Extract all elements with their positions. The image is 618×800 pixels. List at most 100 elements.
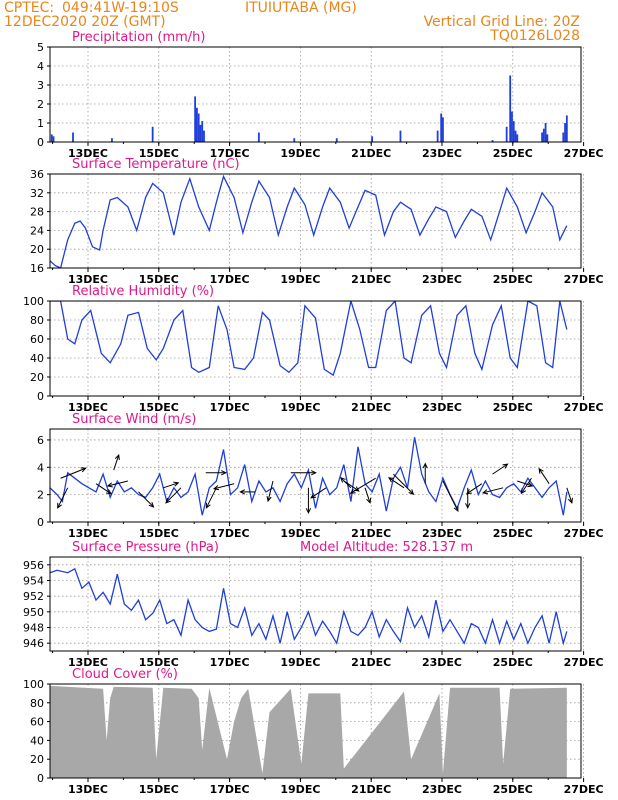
precip-bar-21 xyxy=(509,75,512,142)
wind-arrow-25 xyxy=(465,483,483,495)
header-grid-note: Vertical Grid Line: 20Z xyxy=(424,14,580,30)
xtick-pres-2: 17DEC xyxy=(210,656,250,669)
xtick-precip-0: 13DEC xyxy=(68,147,108,160)
ytick-cloud-20: 20 xyxy=(30,753,44,766)
xtick-rh-1: 15DEC xyxy=(139,401,179,414)
xtick-precip-6: 25DEC xyxy=(493,147,533,160)
precip-bar-19 xyxy=(491,140,494,142)
ytick-rh-0: 0 xyxy=(37,390,44,403)
precip-bar-6 xyxy=(196,107,198,142)
wind-arrow-18 xyxy=(364,487,372,504)
wind-arrow-11 xyxy=(239,489,256,495)
title-wind: Surface Wind (m/s) xyxy=(72,412,196,427)
wind-arrow-28 xyxy=(517,480,534,488)
xtick-temp-2: 17DEC xyxy=(210,273,250,286)
xtick-precip-2: 17DEC xyxy=(210,147,250,160)
precip-bar-22 xyxy=(511,111,513,142)
xtick-precip-5: 23DEC xyxy=(422,147,462,160)
title-precip: Precipitation (mm/h) xyxy=(72,30,205,45)
pres-line xyxy=(50,567,568,646)
xtick-temp-6: 25DEC xyxy=(493,273,533,286)
ytick-rh-40: 40 xyxy=(30,352,44,365)
xtick-temp-4: 21DEC xyxy=(351,273,391,286)
xtick-pres-4: 21DEC xyxy=(351,656,391,669)
annotation-pres: Model Altitude: 528.137 m xyxy=(300,540,473,555)
xtick-precip-3: 19DEC xyxy=(280,147,320,160)
wind-arrow-14 xyxy=(305,487,312,514)
precip-bar-1 xyxy=(52,136,55,142)
precip-bar-31 xyxy=(564,123,566,142)
precip-bar-3 xyxy=(111,138,113,142)
xtick-wind-5: 23DEC xyxy=(422,527,462,540)
xtick-rh-5: 23DEC xyxy=(422,401,462,414)
wind-arrow-8 xyxy=(205,470,227,476)
ytick-wind-6: 6 xyxy=(37,434,44,447)
precip-bar-24 xyxy=(514,130,517,142)
precip-bar-13 xyxy=(335,138,338,142)
precip-bar-7 xyxy=(197,113,200,142)
xtick-temp-7: 27DEC xyxy=(564,273,604,286)
precip-bar-27 xyxy=(542,128,545,142)
precip-bar-32 xyxy=(565,115,568,142)
ytick-temp-32: 32 xyxy=(30,187,44,200)
xtick-wind-1: 15DEC xyxy=(139,527,179,540)
ytick-rh-60: 60 xyxy=(30,333,44,346)
frame-cloud xyxy=(49,683,582,779)
wind-arrow-27 xyxy=(482,487,504,495)
temp-line xyxy=(50,174,568,268)
header-source: CPTEC: xyxy=(4,0,54,16)
precip-bar-23 xyxy=(512,121,515,142)
xtick-cloud-1: 15DEC xyxy=(139,783,179,796)
ytick-cloud-80: 80 xyxy=(30,697,44,710)
wind-arrow-12 xyxy=(266,480,274,503)
wind-arrow-7 xyxy=(165,487,182,504)
series-rh xyxy=(50,301,568,377)
panel-temp: 16 20 24 28 32 36 13DEC 15DEC 17DEC 19DEC 21DEC 23D… xyxy=(30,157,604,286)
panel-rh: 0 20 40 60 80 100 13DEC 15DEC 17DEC 19DEC 21DEC 23D… xyxy=(23,284,604,414)
wind-arrow-22 xyxy=(422,462,428,484)
ytick-precip-1: 1 xyxy=(37,117,44,130)
ytick-rh-20: 20 xyxy=(30,371,44,384)
xtick-cloud-7: 27DEC xyxy=(564,783,604,796)
precip-bar-10 xyxy=(203,130,205,142)
xtick-wind-4: 21DEC xyxy=(351,527,391,540)
precip-bar-28 xyxy=(544,123,547,142)
precip-bar-15 xyxy=(399,130,402,142)
wind-arrow-21 xyxy=(388,477,405,489)
xtick-precip-1: 15DEC xyxy=(139,147,179,160)
precip-bar-17 xyxy=(440,113,443,142)
wind-arrow-4 xyxy=(106,480,129,488)
ytick-wind-4: 4 xyxy=(37,461,44,474)
ytick-temp-28: 28 xyxy=(30,206,44,219)
xtick-pres-5: 23DEC xyxy=(422,656,462,669)
header-coords: 049:41W-19:10S xyxy=(62,0,179,16)
ytick-pres-954: 954 xyxy=(23,575,44,588)
xtick-cloud-0: 13DEC xyxy=(68,783,108,796)
frame-precip xyxy=(49,46,582,143)
xtick-wind-2: 17DEC xyxy=(210,527,250,540)
xtick-pres-6: 25DEC xyxy=(493,656,533,669)
panel-wind: 0 2 4 6 13DEC 15DEC 17DEC 19DEC 21DEC 23DEC 25DEC 2… xyxy=(37,412,604,540)
xtick-pres-0: 13DEC xyxy=(68,656,108,669)
frame-pres xyxy=(49,556,582,652)
header: CPTEC: 049:41W-19:10S ITUIUTABA (MG) 12D… xyxy=(4,0,580,44)
ytick-precip-2: 2 xyxy=(37,98,44,111)
precip-bar-26 xyxy=(541,132,543,142)
precip-bar-29 xyxy=(546,134,549,142)
xtick-temp-1: 15DEC xyxy=(139,273,179,286)
series-cloud xyxy=(50,685,567,778)
wind-arrow-6 xyxy=(163,481,180,489)
wind-line xyxy=(50,437,568,516)
wind-arrow-9 xyxy=(205,487,217,509)
wind-arrow-17 xyxy=(340,476,352,489)
frame-wind xyxy=(49,428,582,523)
series-wind xyxy=(50,437,568,516)
wind-arrow-15 xyxy=(310,487,327,499)
wind-arrow-31 xyxy=(566,487,573,504)
xtick-wind-6: 25DEC xyxy=(493,527,533,540)
xtick-cloud-4: 21DEC xyxy=(351,783,391,796)
precip-bar-4 xyxy=(151,126,154,142)
ytick-cloud-100: 100 xyxy=(23,678,44,691)
series-temp xyxy=(50,174,568,268)
